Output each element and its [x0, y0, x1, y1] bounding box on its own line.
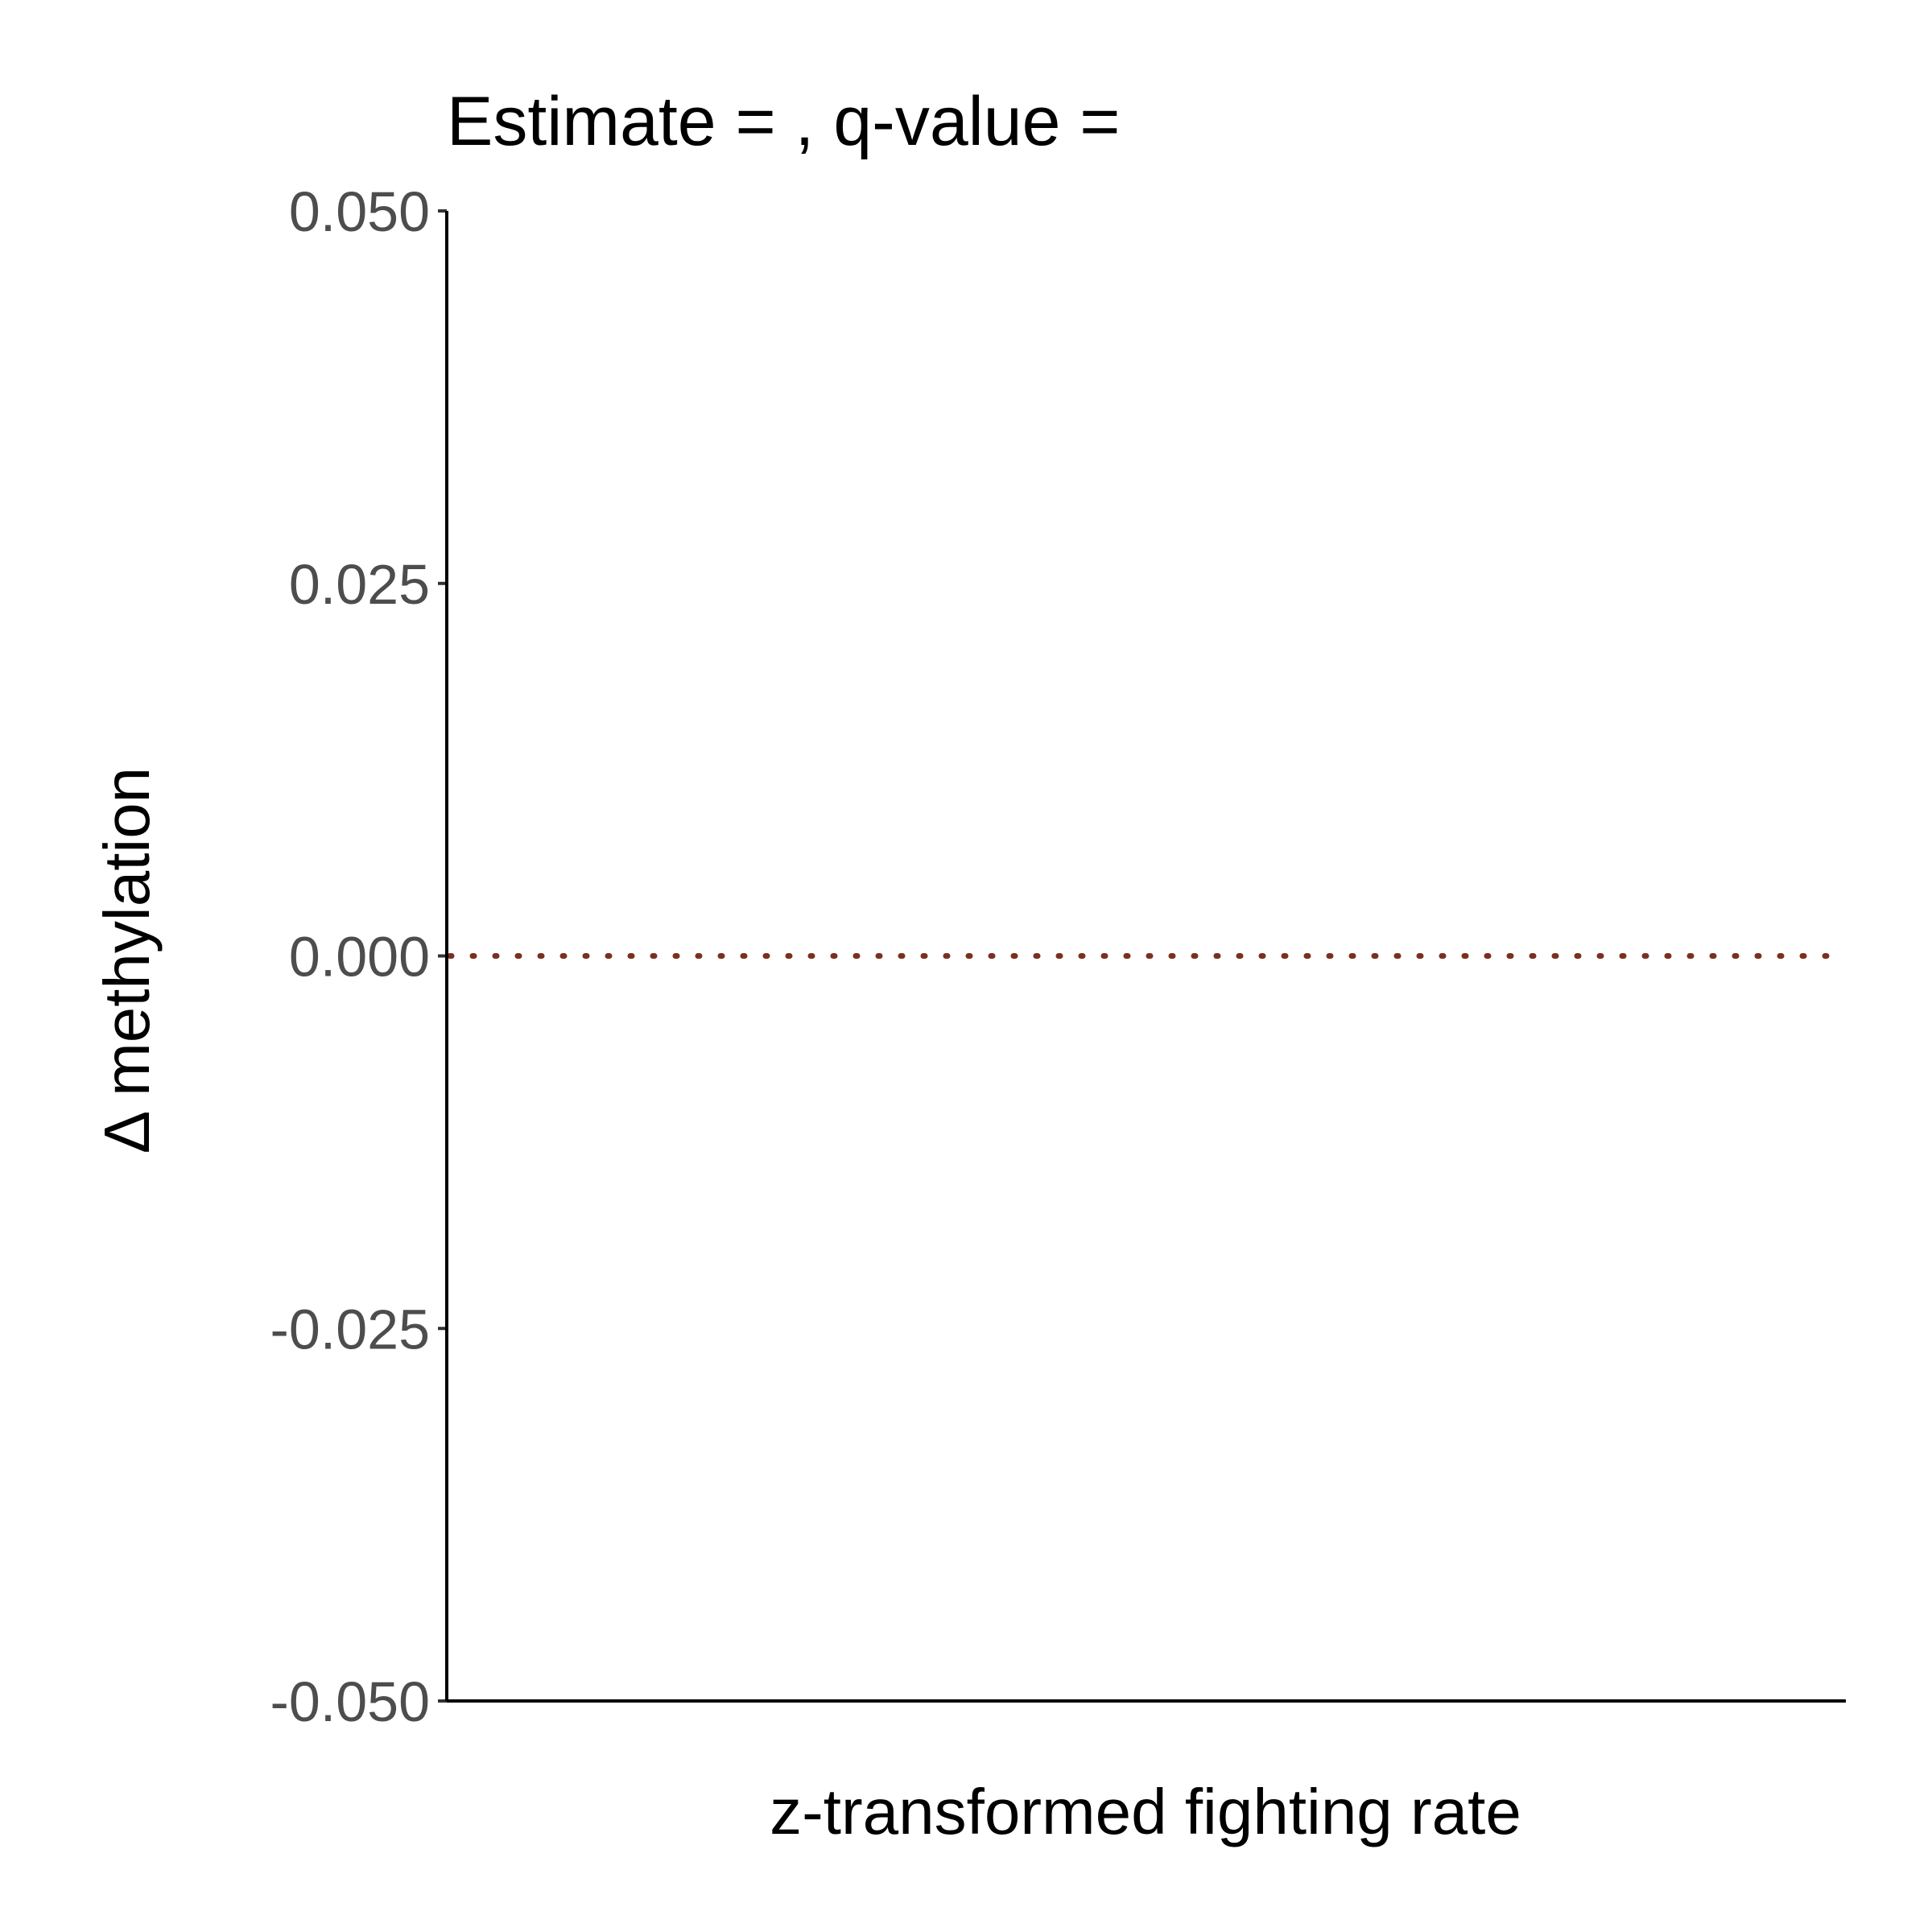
y-axis-ticks: -0.050 -0.025 0.000 0.025 0.050 [270, 180, 447, 1733]
y-tick-label: -0.025 [270, 1298, 430, 1360]
y-tick-label: 0.025 [289, 553, 430, 616]
y-axis-title: Δ methylation [91, 767, 163, 1154]
y-tick-label: 0.000 [289, 926, 430, 989]
y-tick-label: 0.050 [289, 180, 430, 243]
y-tick-label: -0.050 [270, 1670, 430, 1733]
x-axis-title: z-transformed fighting rate [770, 1776, 1521, 1847]
chart-title: Estimate = , q-value = [447, 83, 1121, 160]
